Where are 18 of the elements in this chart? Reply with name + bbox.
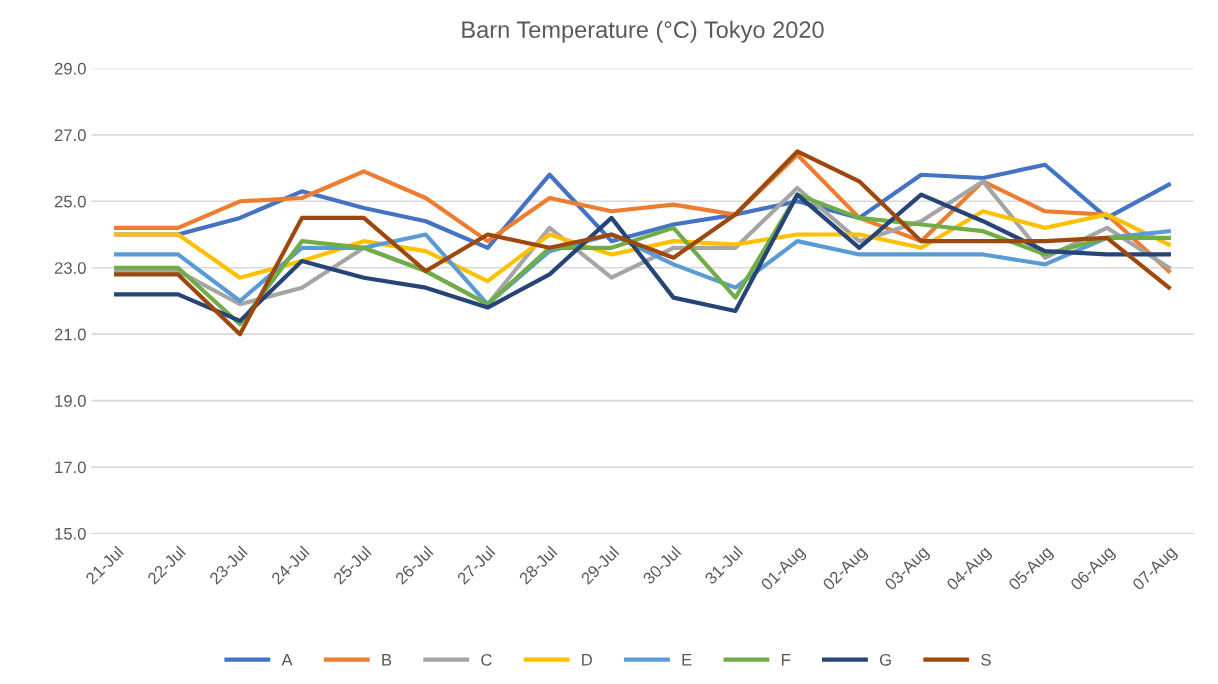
y-tick-label: 27.0 — [54, 129, 86, 142]
y-tick-label: 21.0 — [54, 328, 86, 341]
chart-title: Barn Temperature (°C) Tokyo 2020 — [462, 20, 824, 43]
y-tick-label: 15.0 — [55, 527, 86, 540]
y-tick-label: 29.0 — [54, 62, 86, 75]
legend-label: S — [981, 653, 991, 666]
legend-label: D — [582, 654, 592, 666]
legend-label: E — [682, 654, 692, 666]
line-series — [114, 149, 1171, 337]
y-tick-label: 19.0 — [55, 395, 86, 407]
y-tick-label: 23.0 — [54, 262, 86, 274]
legend-label: A — [281, 654, 293, 666]
y-tick-label: 17.0 — [55, 461, 86, 474]
legend-label: B — [382, 654, 392, 666]
legend-label: C — [481, 653, 492, 666]
y-tick-label: 25.0 — [54, 195, 86, 208]
legend-label: G — [879, 653, 891, 666]
legend-label: F — [781, 654, 791, 666]
